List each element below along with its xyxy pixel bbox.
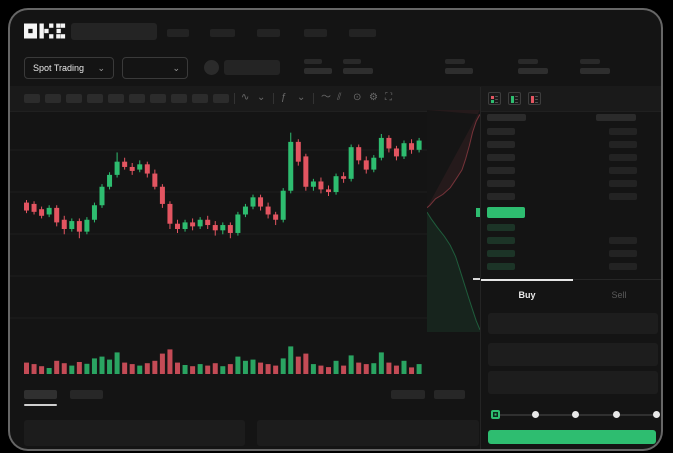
last-price-badge[interactable] (487, 207, 525, 218)
pair-name-skeleton (224, 60, 280, 75)
candlestick-chart[interactable] (10, 110, 480, 376)
orders-filter-skeleton[interactable] (391, 390, 425, 399)
trade-tabs: Buy Sell (481, 279, 661, 309)
ask-amount-skeleton[interactable] (609, 180, 637, 187)
line-chart-icon[interactable]: 〜 (321, 92, 331, 103)
tab-buy[interactable]: Buy (481, 279, 573, 309)
stat-value-skeleton (304, 68, 332, 74)
total-input-skeleton[interactable] (488, 371, 658, 394)
coin-avatar (204, 60, 219, 75)
timeframe-button-skeleton[interactable] (87, 94, 103, 103)
okx-logo[interactable] (24, 23, 66, 39)
toolbar-divider (234, 93, 235, 104)
candle-style-chevron-icon[interactable]: ⌄ (257, 92, 266, 103)
market-type-selector[interactable]: Spot Trading ⌄ (24, 57, 114, 79)
stat-value-skeleton (343, 68, 373, 74)
ask-price-skeleton[interactable] (487, 193, 515, 200)
screenshot-icon[interactable]: ⊙ (353, 92, 362, 103)
stat-label-skeleton (445, 59, 465, 64)
orderbook-view-asks-icon[interactable] (528, 92, 541, 105)
panel-divider (480, 87, 481, 449)
stat-label-skeleton (518, 59, 538, 64)
nav-item-skeleton[interactable] (304, 29, 327, 37)
toolbar-divider (313, 93, 314, 104)
market-type-label: Spot Trading (33, 63, 85, 73)
chevron-down-icon: ⌄ (97, 62, 105, 73)
ask-price-skeleton[interactable] (487, 180, 515, 187)
candle-style-icon[interactable]: ∿ (241, 92, 250, 103)
nav-search-skeleton[interactable] (71, 23, 157, 40)
ask-amount-skeleton[interactable] (609, 154, 637, 161)
bid-amount-skeleton[interactable] (609, 263, 637, 270)
bid-price-skeleton[interactable] (487, 250, 515, 257)
ask-amount-skeleton[interactable] (609, 167, 637, 174)
slider-stop-50[interactable] (572, 411, 579, 418)
nav-item-skeleton[interactable] (257, 29, 280, 37)
stat-value-skeleton (518, 68, 548, 74)
pair-selector-skeleton[interactable]: ⌄ (122, 57, 188, 79)
timeframe-button-skeleton[interactable] (108, 94, 124, 103)
depth-chart[interactable] (427, 110, 480, 332)
orderbook-header-skeleton (487, 114, 526, 121)
bid-price-skeleton[interactable] (487, 237, 515, 244)
chevron-down-icon: ⌄ (172, 62, 180, 73)
timeframe-button-skeleton[interactable] (213, 94, 229, 103)
orderbook-header-skeleton (596, 114, 636, 121)
bid-amount-skeleton[interactable] (609, 250, 637, 257)
orders-tab-indicator (24, 404, 57, 406)
slider-stop-0[interactable] (491, 410, 500, 419)
tab-sell[interactable]: Sell (611, 289, 627, 300)
timeframe-button-skeleton[interactable] (129, 94, 145, 103)
nav-item-skeleton[interactable] (210, 29, 235, 37)
indicators-icon[interactable]: ƒ (281, 92, 287, 103)
timeframe-button-skeleton[interactable] (24, 94, 40, 103)
toolbar-divider (273, 93, 274, 104)
stat-label-skeleton (343, 59, 361, 64)
slider-stop-75[interactable] (612, 411, 620, 418)
ask-amount-skeleton[interactable] (609, 128, 637, 135)
stat-label-skeleton (304, 59, 322, 64)
orders-table-skeleton (257, 420, 479, 446)
indicators-chevron-icon[interactable]: ⌄ (297, 92, 306, 103)
ask-price-skeleton[interactable] (487, 167, 515, 174)
fullscreen-icon[interactable]: ⛶ (385, 92, 392, 103)
orders-tab-skeleton[interactable] (70, 390, 103, 399)
bid-price-skeleton[interactable] (487, 224, 515, 231)
stat-label-skeleton (580, 59, 600, 64)
orderbook-view-bids-icon[interactable] (508, 92, 521, 105)
ask-price-skeleton[interactable] (487, 141, 515, 148)
timeframe-button-skeleton[interactable] (45, 94, 61, 103)
orders-table-skeleton (24, 420, 245, 446)
ask-amount-skeleton[interactable] (609, 141, 637, 148)
chart-settings-icon[interactable]: ⚙ (369, 92, 378, 103)
price-input-skeleton[interactable] (488, 313, 658, 334)
timeframe-button-skeleton[interactable] (66, 94, 82, 103)
timeframe-button-skeleton[interactable] (171, 94, 187, 103)
app-window: Spot Trading ⌄ ⌄ ∿ ⌄ ƒ ⌄ 〜 ⫽ ⊙ ⚙ ⛶ Buy Sell (8, 8, 663, 451)
orderbook-view-both-icon[interactable] (488, 92, 501, 105)
ask-price-skeleton[interactable] (487, 154, 515, 161)
stat-value-skeleton (445, 68, 473, 74)
nav-item-skeleton[interactable] (167, 29, 189, 37)
timeframe-button-skeleton[interactable] (150, 94, 166, 103)
amount-input-skeleton[interactable] (488, 343, 658, 366)
bid-price-skeleton[interactable] (487, 263, 515, 270)
compare-icon[interactable]: ⫽ (337, 92, 342, 103)
ask-price-skeleton[interactable] (487, 128, 515, 135)
orders-tab-active-skeleton[interactable] (24, 390, 57, 399)
slider-stop-100[interactable] (653, 411, 660, 418)
buy-button[interactable] (488, 430, 656, 444)
ask-amount-skeleton[interactable] (609, 193, 637, 200)
bid-amount-skeleton[interactable] (609, 237, 637, 244)
stat-value-skeleton (580, 68, 610, 74)
timeframe-button-skeleton[interactable] (192, 94, 208, 103)
slider-stop-25[interactable] (531, 411, 539, 418)
orders-filter-skeleton[interactable] (434, 390, 465, 399)
nav-item-skeleton[interactable] (349, 29, 376, 37)
